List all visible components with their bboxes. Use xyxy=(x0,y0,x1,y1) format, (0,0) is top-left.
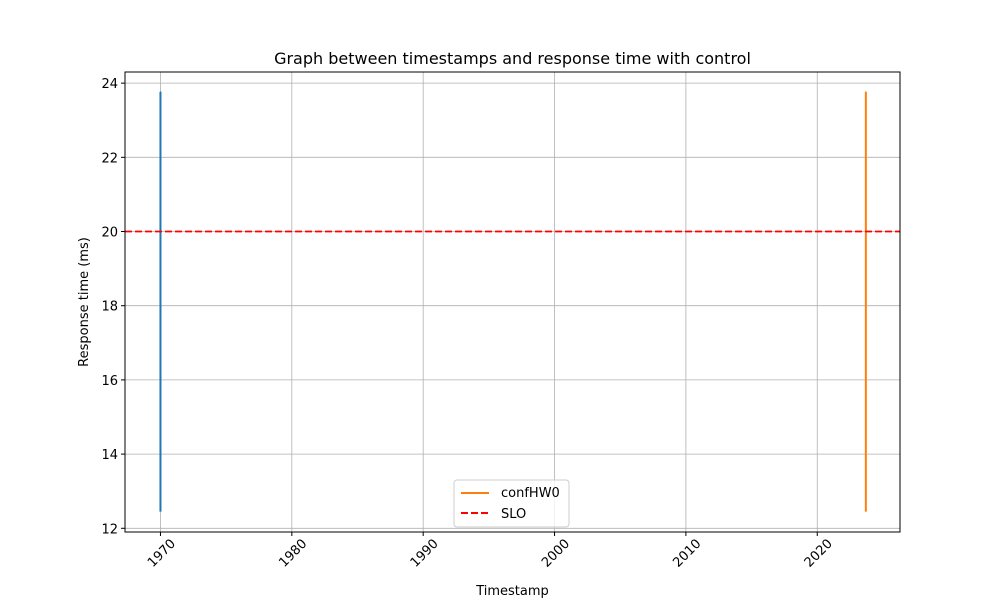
y-tick-label: 12 xyxy=(101,522,118,537)
y-axis-ticks: 12 14 16 18 20 22 24 xyxy=(101,77,125,537)
x-tick-label: 2000 xyxy=(539,537,573,571)
grid xyxy=(125,72,900,532)
x-axis-label: Timestamp xyxy=(475,584,549,599)
plot-frame xyxy=(124,71,901,533)
y-tick-label: 20 xyxy=(101,226,118,241)
x-tick-label: 1980 xyxy=(276,537,310,571)
x-tick-label: 2010 xyxy=(670,537,704,571)
plot-lines xyxy=(125,91,900,512)
y-tick-label: 24 xyxy=(101,77,118,92)
legend-label-confhw0: confHW0 xyxy=(501,486,560,501)
y-tick-label: 16 xyxy=(101,374,118,389)
y-tick-label: 14 xyxy=(101,448,118,463)
x-axis-ticks: 1970 1980 1990 2000 2010 2020 xyxy=(145,532,836,571)
y-tick-label: 18 xyxy=(101,300,118,315)
legend-label-slo: SLO xyxy=(501,507,526,522)
chart-title: Graph between timestamps and response ti… xyxy=(274,49,751,68)
x-tick-label: 1970 xyxy=(145,537,179,571)
legend: confHW0 SLO xyxy=(453,479,570,528)
x-tick-label: 2020 xyxy=(802,537,836,571)
y-tick-label: 22 xyxy=(101,151,118,166)
legend-box xyxy=(453,479,570,528)
y-axis-label: Response time (ms) xyxy=(77,237,92,367)
x-tick-label: 1990 xyxy=(408,537,442,571)
